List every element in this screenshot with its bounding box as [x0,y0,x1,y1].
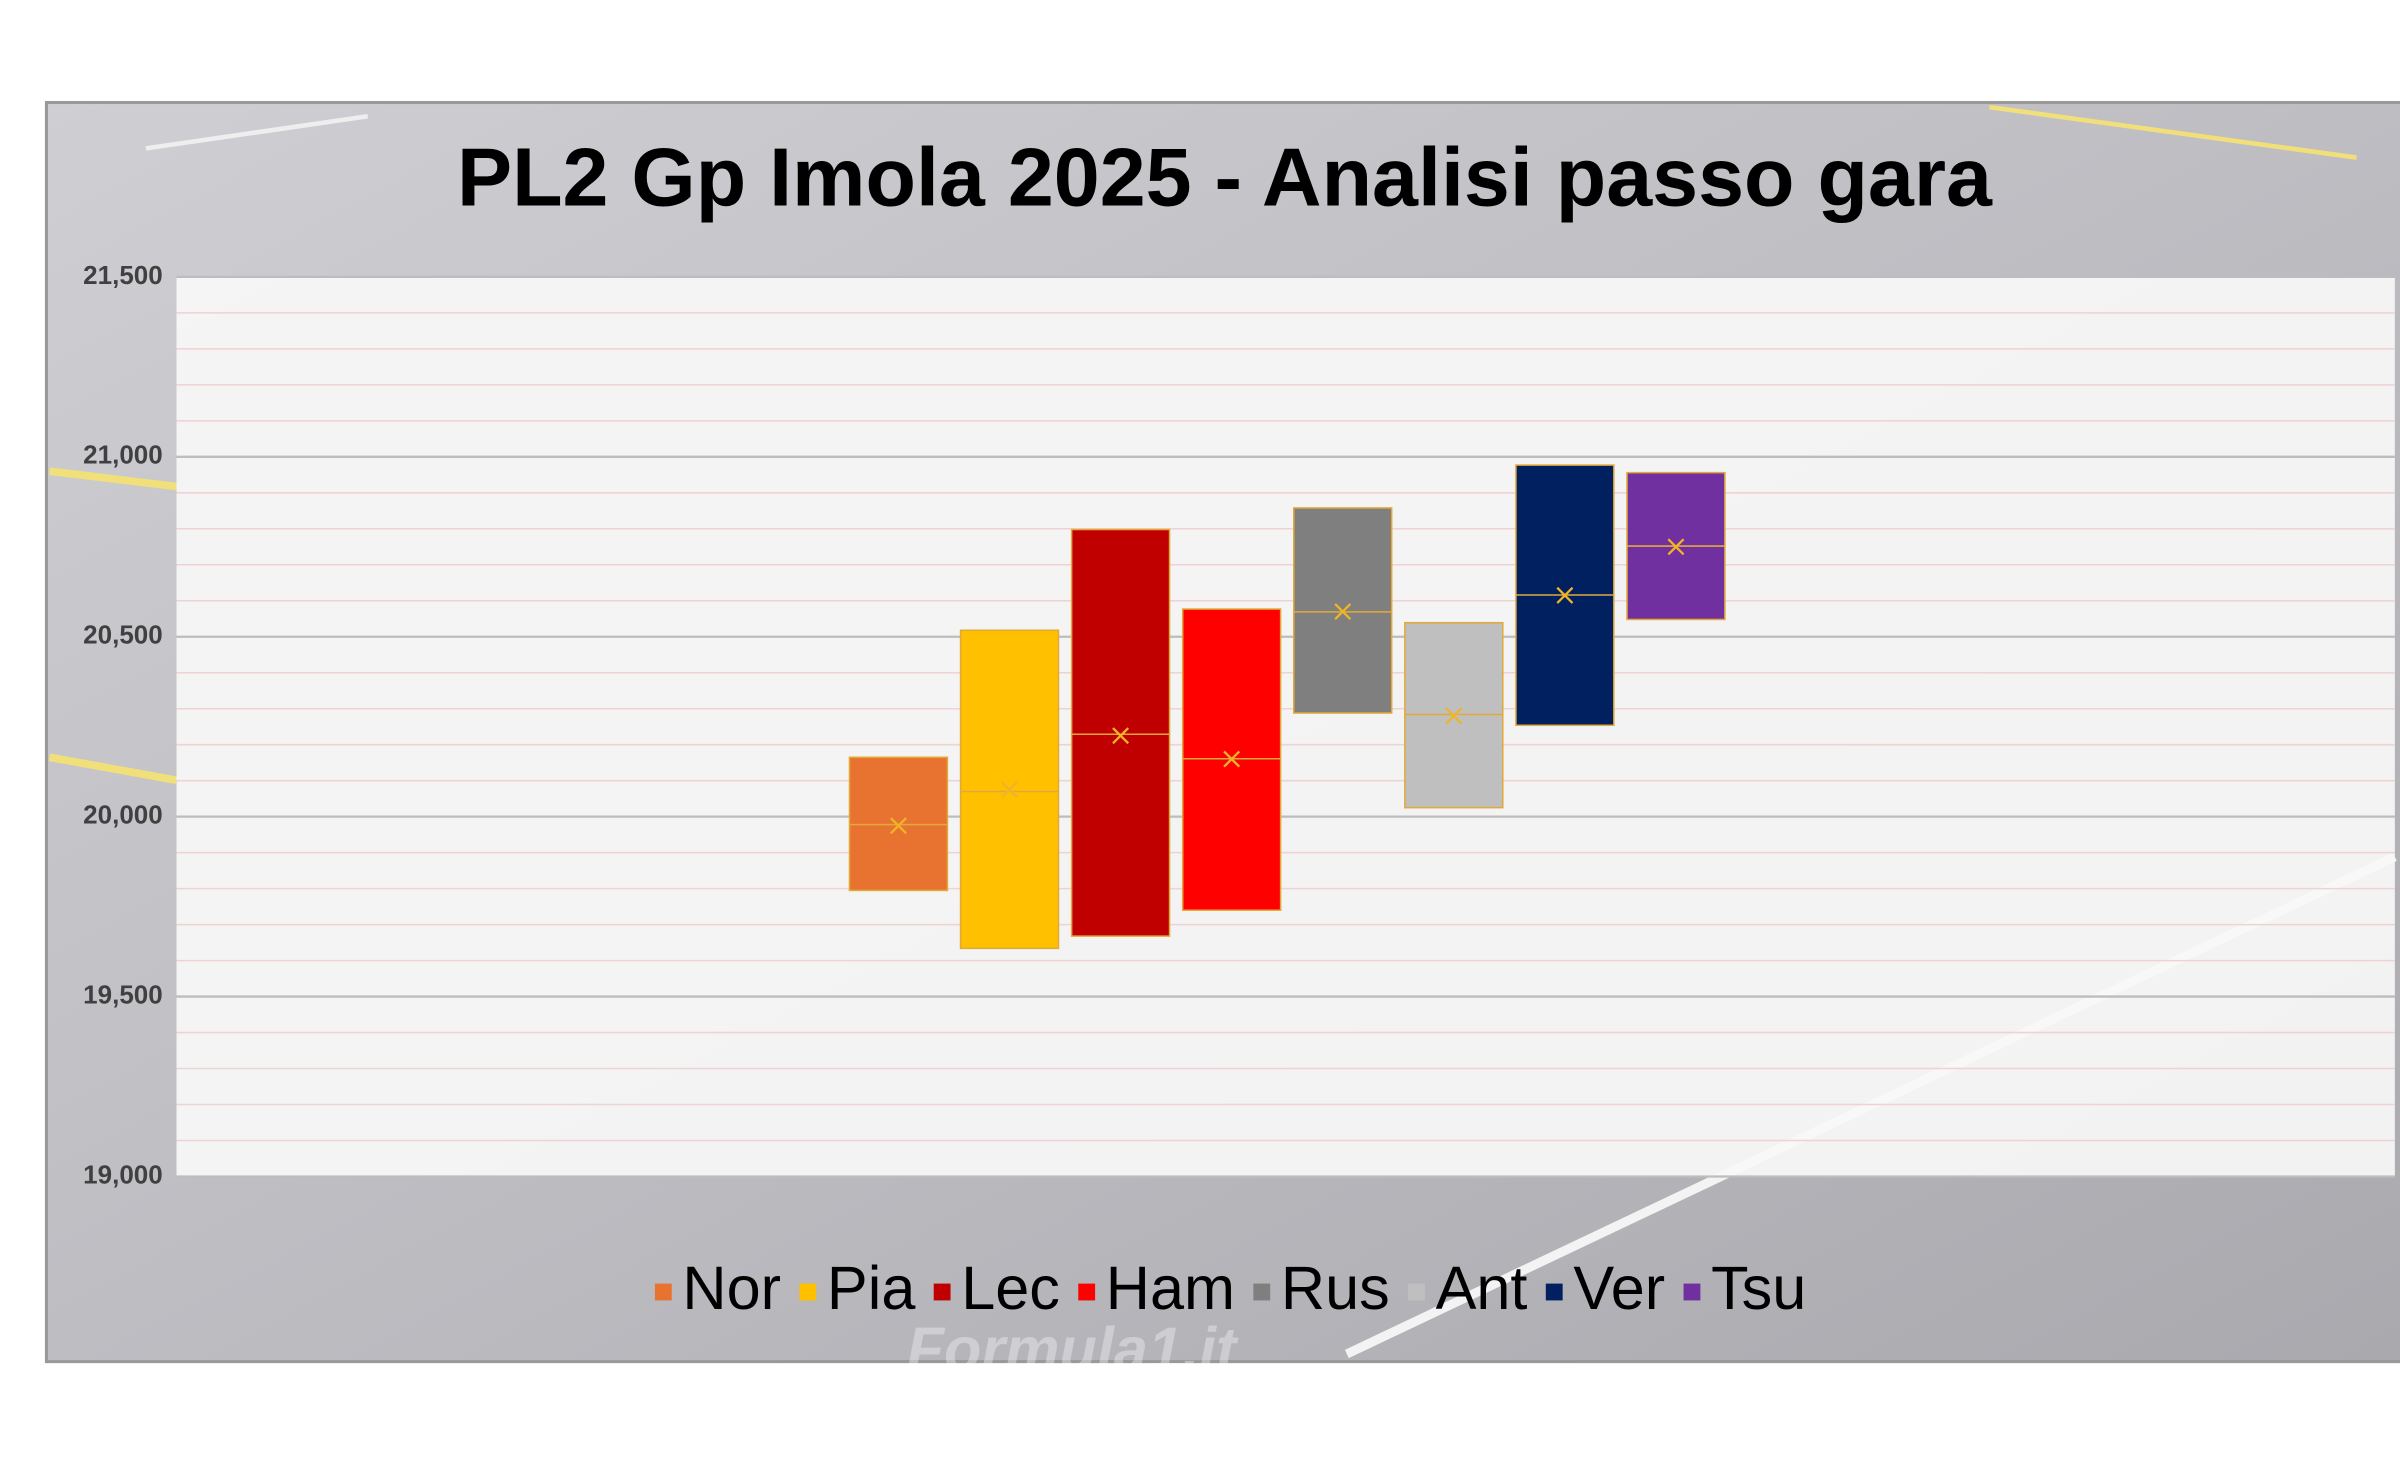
legend-swatch [654,1283,672,1301]
legend-label: Pia [827,1254,916,1322]
legend-swatch [1683,1283,1701,1301]
y-tick-label: 19,500 [83,979,163,1009]
mean-marker [1001,781,1018,799]
plot: 19,000 19,500 20,000 20,500 21,000 21,500 Nor P… [83,260,2395,1322]
y-tick-label: 21,000 [83,440,163,470]
legend-label: Ham [1106,1254,1235,1322]
mean-marker [1445,707,1463,725]
y-tick-label: 19,000 [83,1159,163,1189]
legend-label: Lec [961,1254,1060,1322]
mean-marker [1667,538,1685,556]
box [959,629,1060,950]
legend-swatch [1408,1283,1425,1301]
box [1070,528,1171,937]
y-tick-label: 20,500 [83,620,163,650]
legend-swatch [1253,1283,1271,1301]
decor [48,753,178,785]
legend-swatch [1078,1283,1096,1301]
legend: Nor Pia Lec Ham Rus Ant Ver Tsu [654,1254,1806,1322]
legend-swatch [933,1283,951,1301]
legend-label: Ver [1573,1254,1665,1322]
mean-marker [1556,586,1574,604]
y-tick-label: 21,500 [83,260,163,290]
mean-marker [1112,727,1130,745]
decor [1989,104,2357,160]
y-tick-label: 20,000 [83,800,163,830]
legend-label: Tsu [1711,1254,1806,1322]
legend-label: Nor [682,1254,781,1322]
mean-marker [889,817,907,835]
decor [145,114,369,151]
mean-marker [1223,750,1241,768]
legend-label: Rus [1281,1254,1390,1322]
legend-swatch [799,1283,817,1301]
decor [49,467,177,491]
mean-marker [1334,603,1352,621]
legend-swatch [1545,1283,1563,1301]
plot-area [176,276,2395,1177]
chart-title: PL2 Gp Imola 2025 - Analisi passo gara [457,130,1993,223]
legend-label: Ant [1436,1254,1528,1322]
watermark: Formula1.it [907,1315,1239,1383]
